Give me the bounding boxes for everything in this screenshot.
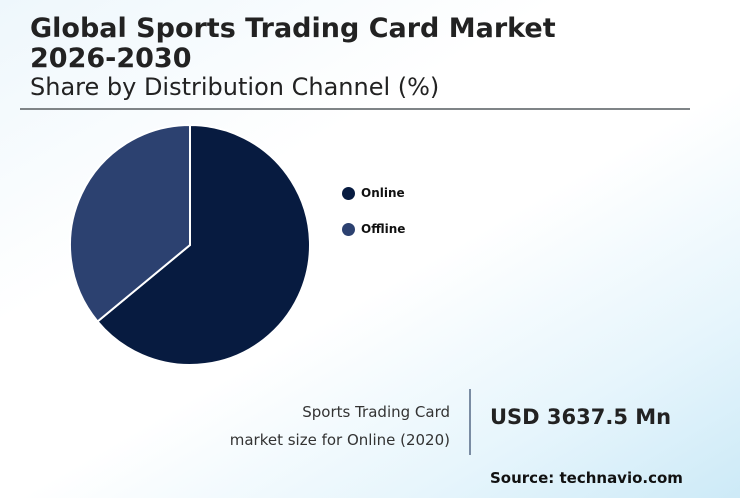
- market-size-label-line-2: market size for Online (2020): [229, 431, 450, 449]
- legend-label: Offline: [361, 222, 406, 236]
- legend-label: Online: [361, 186, 405, 200]
- pie-slice-offline: [69, 123, 191, 323]
- source-credit: Source: technavio.com: [490, 469, 683, 487]
- chart-title: Global Sports Trading Card Market 2026-2…: [30, 14, 556, 74]
- legend-dot-offline-icon: [342, 222, 355, 236]
- chart-subtitle: Share by Distribution Channel (%): [30, 73, 440, 101]
- legend: Online Offline: [342, 175, 405, 247]
- title-line-2: 2026-2030: [30, 43, 192, 74]
- pie-slice-online: [96, 123, 311, 366]
- legend-item-online: Online: [342, 175, 405, 211]
- market-size-value: USD 3637.5 Mn: [490, 405, 672, 429]
- title-line-1: Global Sports Trading Card Market: [30, 13, 556, 44]
- header-divider: [20, 108, 690, 110]
- stat-divider: [469, 389, 471, 455]
- legend-dot-online-icon: [342, 186, 355, 200]
- market-size-label-line-1: Sports Trading Card: [302, 403, 450, 421]
- pie-slices: [69, 123, 311, 366]
- market-size-label: Sports Trading Card market size for Onli…: [230, 398, 450, 454]
- legend-item-offline: Offline: [342, 211, 405, 247]
